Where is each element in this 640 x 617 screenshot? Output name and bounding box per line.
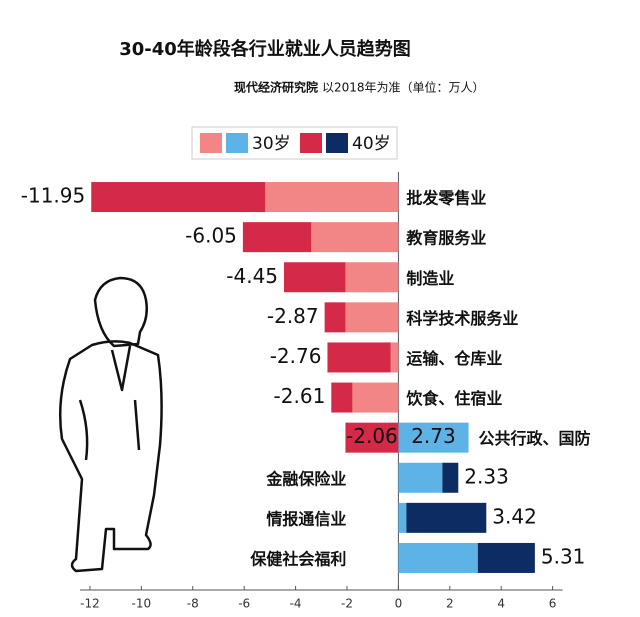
chart-title: 30-40年龄段各行业就业人员趋势图 (119, 38, 411, 60)
legend-swatch (226, 133, 248, 153)
bar (398, 542, 478, 573)
bar (331, 382, 353, 413)
x-tick-label: -10 (132, 597, 152, 611)
bar (406, 502, 487, 533)
bar (345, 262, 399, 293)
note: 以2018年为准（单位：万人） (322, 80, 485, 95)
source: 现代经济研究院 (234, 80, 318, 95)
value-label: 2.73 (411, 424, 456, 448)
category-label: 制造业 (406, 269, 454, 288)
bar (390, 342, 399, 373)
bar (345, 422, 399, 453)
person-illustration (58, 276, 163, 573)
value-label: -2.06 (346, 424, 398, 448)
bar (311, 222, 399, 253)
bar (477, 542, 535, 573)
legend-label: 30岁 (252, 134, 291, 154)
x-tick-label: -4 (290, 597, 302, 611)
x-tick-label: -2 (341, 597, 353, 611)
category-label: 教育服务业 (406, 229, 486, 248)
bar (242, 222, 312, 253)
legend-label: 40岁 (352, 134, 391, 154)
bar (345, 302, 399, 333)
bar (265, 182, 399, 213)
value-label: -11.95 (21, 184, 85, 208)
category-label: 科学技术服务业 (406, 309, 518, 328)
value-label: -2.87 (267, 304, 319, 328)
x-tick-label: 0 (395, 597, 403, 611)
category-label: 饮食、住宿业 (405, 389, 502, 408)
value-label: 2.33 (464, 464, 509, 488)
x-tick-label: -6 (238, 597, 250, 611)
category-label: 金融保险业 (265, 469, 346, 488)
category-label: 批发零售业 (406, 189, 486, 208)
x-tick-label: 2 (446, 597, 454, 611)
bar (91, 182, 266, 213)
bar (442, 462, 459, 493)
category-label: 情报通信业 (266, 509, 346, 528)
category-label: 运输、仓库业 (406, 349, 502, 368)
bar (324, 302, 346, 333)
category-label: 保健社会福利 (249, 549, 346, 568)
bar (327, 342, 391, 373)
value-label: -2.61 (274, 384, 326, 408)
value-label: 5.31 (541, 544, 586, 568)
category-label: 公共行政、国防 (479, 429, 591, 448)
x-tick-label: 6 (549, 597, 557, 611)
bar (398, 502, 407, 533)
bar (284, 262, 346, 293)
legend-swatch (326, 133, 348, 153)
bar (398, 422, 469, 453)
bar (398, 462, 443, 493)
value-label: -4.45 (226, 264, 278, 288)
x-tick-label: -8 (187, 597, 199, 611)
bar (352, 382, 399, 413)
x-tick-label: 4 (497, 597, 505, 611)
legend-swatch (300, 133, 322, 153)
x-tick-label: -12 (80, 597, 100, 611)
value-label: -2.76 (270, 344, 322, 368)
legend-swatch (200, 133, 222, 153)
value-label: 3.42 (492, 504, 537, 528)
value-label: -6.05 (185, 224, 237, 248)
